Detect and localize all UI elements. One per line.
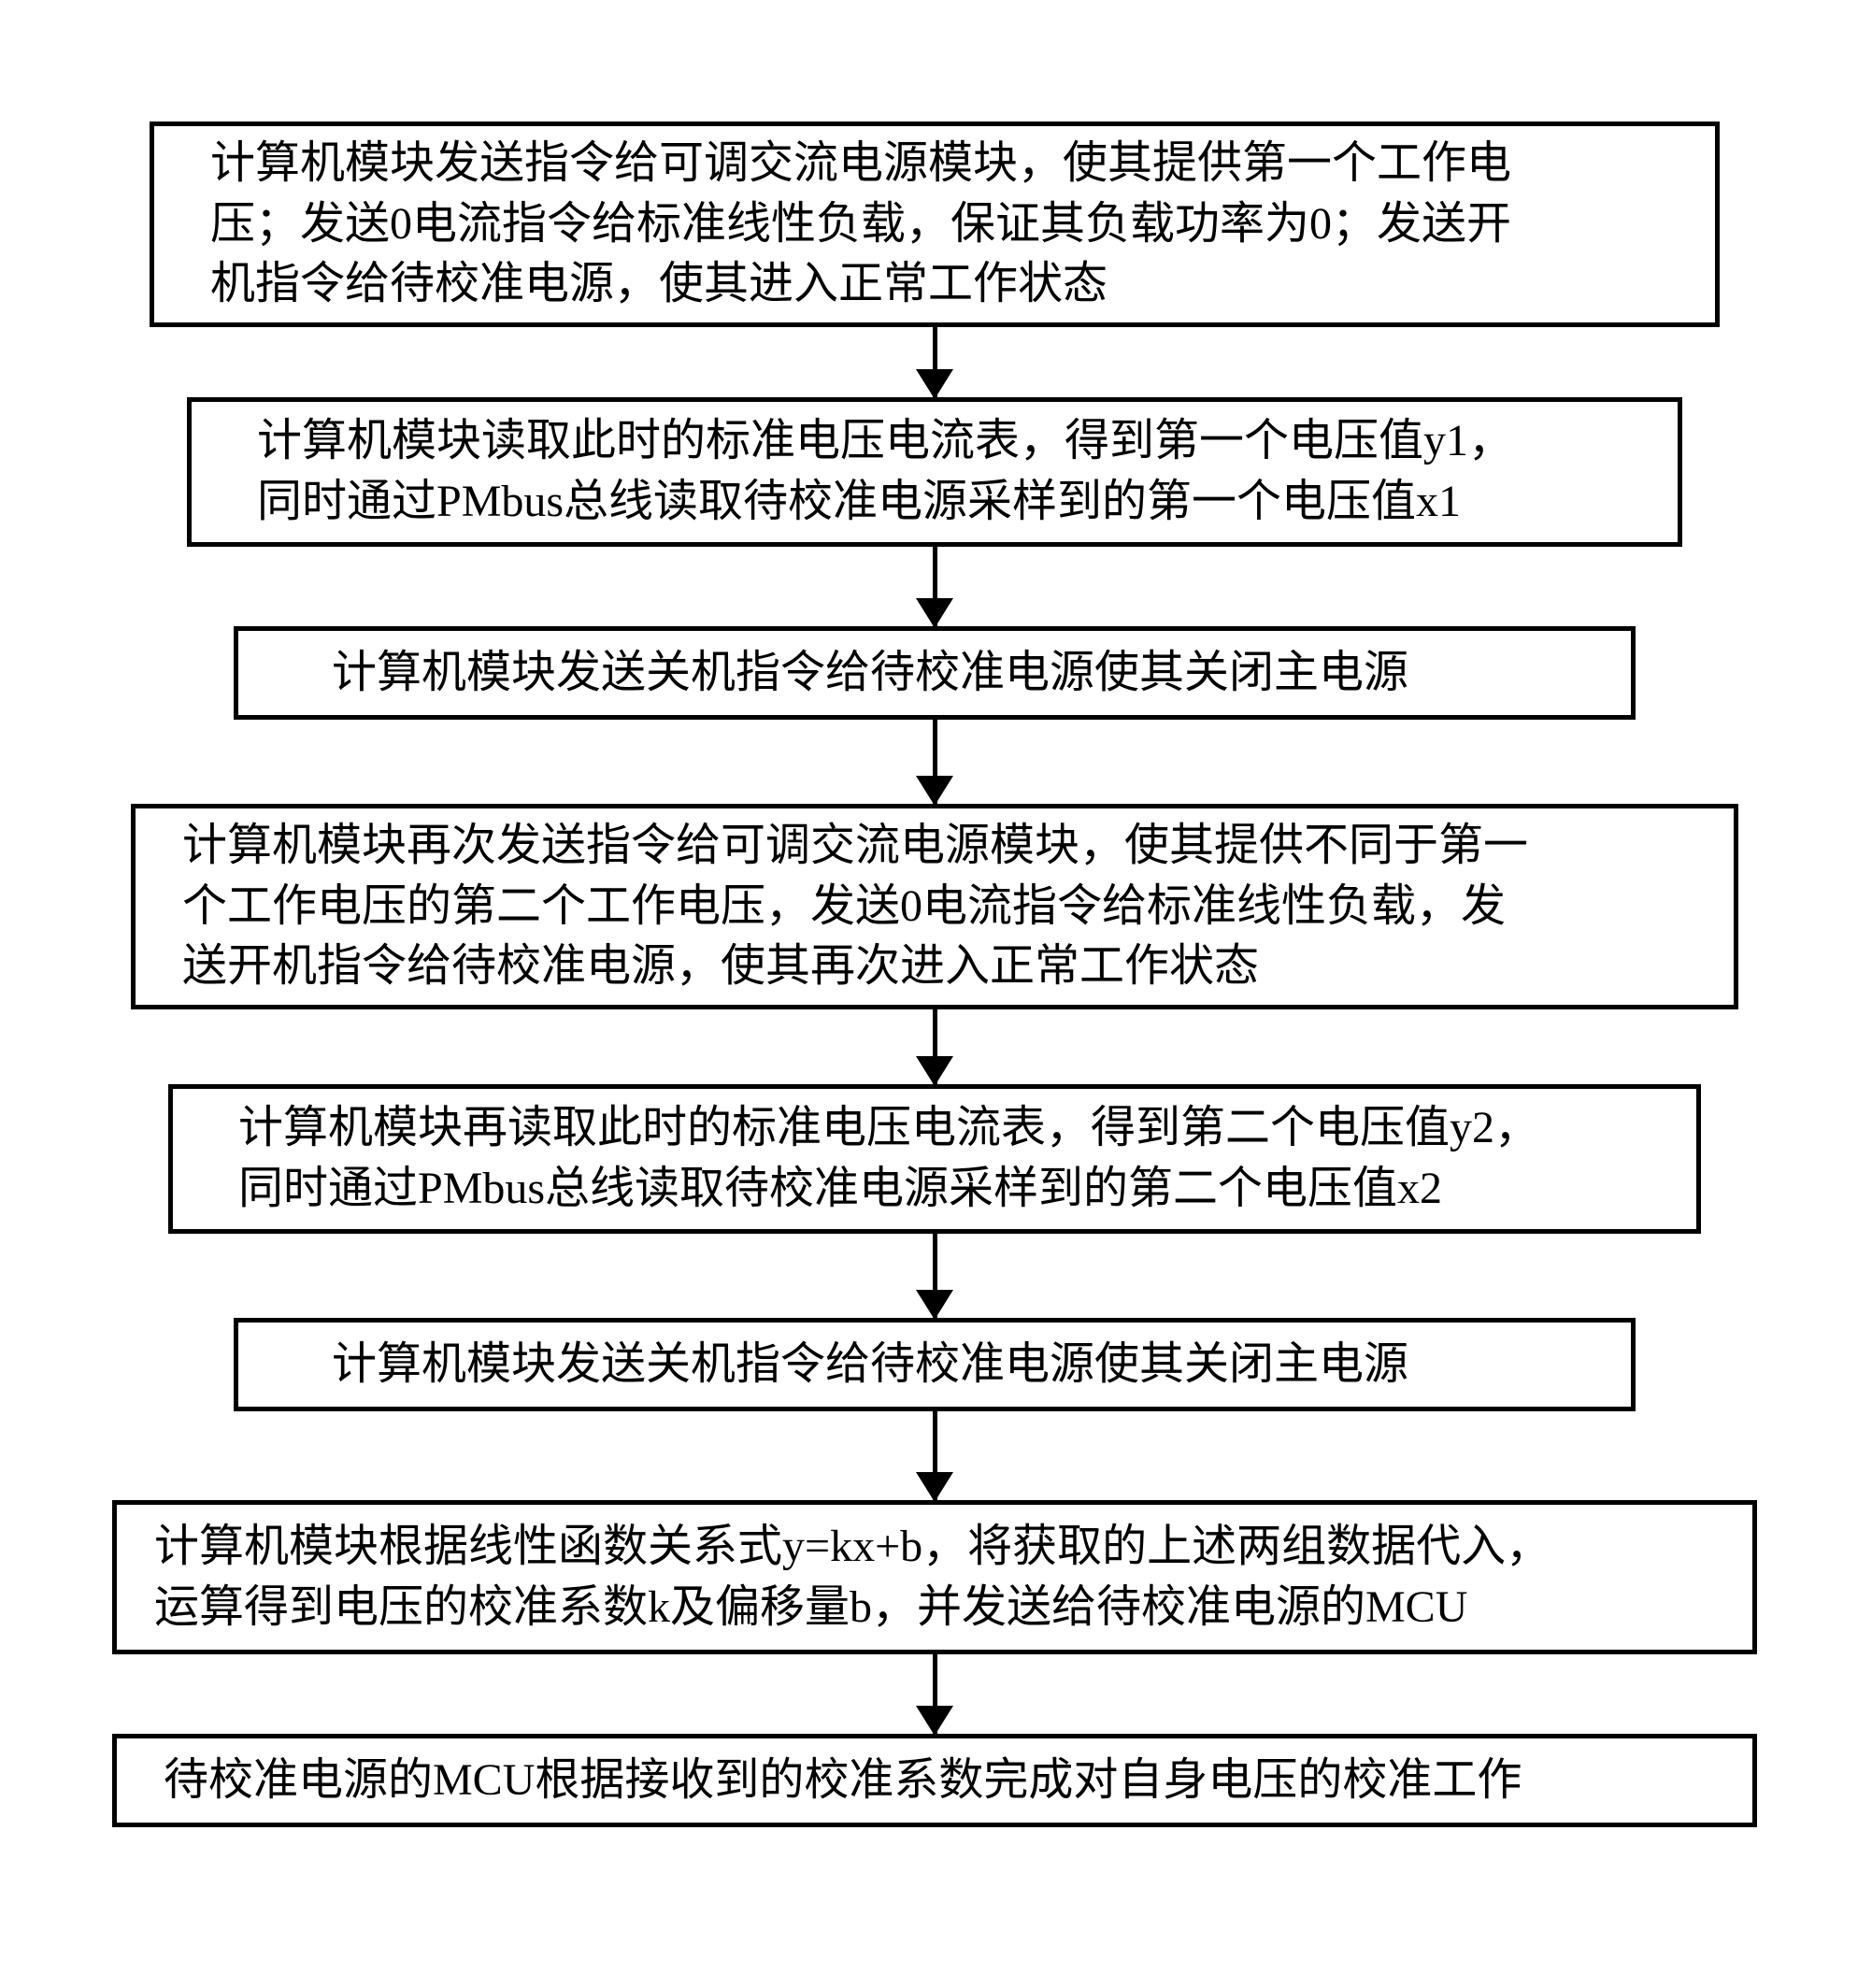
flow-arrow-3 [933, 720, 937, 804]
flow-arrow-5 [933, 1234, 937, 1318]
flow-step-2: 计算机模块读取此时的标准电压电流表，得到第一个电压值y1，同时通过PMbus总线… [187, 397, 1682, 547]
flow-step-3-line-1: 计算机模块发送关机指令给待校准电源使其关闭主电源 [332, 643, 1575, 704]
flow-step-7-line-1: 计算机模块根据线性函数关系式y=kx+b，将获取的上述两组数据代入， [154, 1517, 1724, 1578]
flow-step-8-line-1: 待校准电源的MCU根据接收到的校准系数完成对自身电压的校准工作 [164, 1751, 1715, 1811]
flow-step-4-line-2: 个工作电压的第二个工作电压，发送0电流指令给标准线性负载，发 [182, 877, 1696, 937]
flow-arrow-7 [933, 1654, 937, 1734]
flow-step-6: 计算机模块发送关机指令给待校准电源使其关闭主电源 [234, 1318, 1636, 1411]
flowchart-container: 计算机模块发送指令给可调交流电源模块，使其提供第一个工作电压；发送0电流指令给标… [112, 122, 1757, 1827]
flow-step-5-line-2: 同时通过PMbus总线读取待校准电源采样到的第二个电压值x2 [238, 1159, 1650, 1220]
flow-step-2-line-2: 同时通过PMbus总线读取待校准电源采样到的第一个电压值x1 [257, 472, 1631, 533]
flow-step-6-line-1: 计算机模块发送关机指令给待校准电源使其关闭主电源 [332, 1335, 1575, 1395]
flow-arrow-6 [933, 1411, 937, 1500]
flow-step-4-line-1: 计算机模块再次发送指令给可调交流电源模块，使其提供不同于第一 [182, 816, 1696, 877]
flow-step-5-line-1: 计算机模块再读取此时的标准电压电流表，得到第二个电压值y2， [238, 1098, 1650, 1159]
flow-step-4: 计算机模块再次发送指令给可调交流电源模块，使其提供不同于第一个工作电压的第二个工… [131, 804, 1738, 1009]
flow-step-2-line-1: 计算机模块读取此时的标准电压电流表，得到第一个电压值y1， [257, 411, 1631, 472]
flow-arrow-4 [933, 1009, 937, 1084]
flow-step-7-line-2: 运算得到电压的校准系数k及偏移量b，并发送给待校准电源的MCU [154, 1578, 1724, 1638]
flow-step-1-line-1: 计算机模块发送指令给可调交流电源模块，使其提供第一个工作电 [210, 134, 1678, 194]
flow-step-4-line-3: 送开机指令给待校准电源，使其再次进入正常工作状态 [182, 937, 1696, 997]
flow-step-5: 计算机模块再读取此时的标准电压电流表，得到第二个电压值y2，同时通过PMbus总… [168, 1084, 1701, 1234]
flow-step-3: 计算机模块发送关机指令给待校准电源使其关闭主电源 [234, 626, 1636, 720]
flow-arrow-2 [933, 547, 937, 626]
flow-step-8: 待校准电源的MCU根据接收到的校准系数完成对自身电压的校准工作 [112, 1734, 1757, 1827]
flow-step-7: 计算机模块根据线性函数关系式y=kx+b，将获取的上述两组数据代入，运算得到电压… [112, 1500, 1757, 1654]
flow-step-1-line-3: 机指令给待校准电源，使其进入正常工作状态 [210, 254, 1678, 315]
flow-arrow-1 [933, 327, 937, 397]
flow-step-1: 计算机模块发送指令给可调交流电源模块，使其提供第一个工作电压；发送0电流指令给标… [150, 122, 1720, 327]
flow-step-1-line-2: 压；发送0电流指令给标准线性负载，保证其负载功率为0；发送开 [210, 194, 1678, 255]
